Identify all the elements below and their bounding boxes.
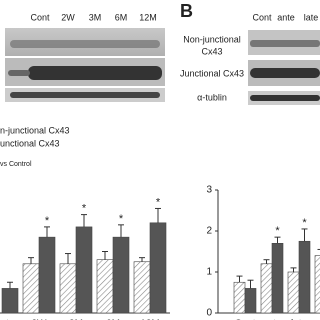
bar: [75, 226, 93, 314]
y-tick-label: 3: [206, 185, 212, 196]
left-blots: Cont 2W 3M 6M 12M: [5, 12, 165, 102]
bar: [133, 261, 151, 314]
significance-mark: *: [275, 225, 280, 237]
significance-mark: *: [45, 215, 50, 227]
footnote: vs Control: [0, 161, 32, 168]
legend-label: n-junctional Cx43: [0, 125, 70, 135]
bar: [287, 271, 300, 314]
bar: [233, 281, 246, 314]
x-tick-label: ante: [262, 319, 282, 320]
lane-label: Cont: [252, 12, 272, 22]
significance-mark: *: [156, 196, 161, 208]
blot-band: [250, 95, 320, 101]
y-tick-label: 2: [206, 226, 212, 237]
x-tick-label: ont: [0, 319, 9, 320]
blot-band: [250, 68, 320, 78]
x-tick-label: Cont: [234, 319, 255, 320]
blot-band: [8, 70, 30, 76]
x-tick-label: 2W: [32, 319, 48, 320]
bar: [260, 263, 273, 314]
x-tick-label: 3M: [69, 319, 83, 320]
blot-band: [10, 92, 160, 98]
lane-label: ante: [277, 12, 295, 22]
blot-band: [28, 66, 162, 80]
bar: [22, 263, 40, 314]
blot-band: [10, 40, 160, 48]
bar: [298, 240, 311, 314]
bar: [244, 288, 257, 314]
bar: [149, 222, 167, 314]
legend-label: unctional Cx43: [0, 138, 60, 148]
lane-label: 2W: [61, 12, 75, 22]
x-tick-label: pos: [318, 319, 320, 320]
bar: [96, 259, 114, 314]
bar: [38, 236, 56, 314]
bar: [59, 263, 77, 314]
bar: [314, 255, 320, 314]
row-label: Junctional Cx43: [180, 68, 244, 78]
lane-label: Cont: [30, 12, 50, 22]
blot-band: [250, 40, 320, 47]
right-blots: B Cont ante late Non-junctional Cx43 Jun…: [180, 1, 320, 105]
x-tick-label: 12M: [140, 319, 159, 320]
panel-label: B: [180, 1, 193, 21]
significance-mark: *: [302, 217, 307, 229]
lane-label: late: [304, 12, 319, 22]
bar: [271, 243, 284, 314]
y-tick-label: 0: [206, 308, 212, 319]
row-label: α-tublin: [197, 92, 227, 102]
significance-mark: *: [82, 203, 87, 215]
x-tick-label: late: [291, 319, 308, 320]
lane-label: 6M: [115, 12, 128, 22]
row-label: Cx43: [201, 46, 222, 56]
lane-label: 3M: [89, 12, 102, 22]
bar: [112, 236, 130, 314]
bar: [1, 288, 19, 314]
lane-label: 12M: [139, 12, 157, 22]
x-tick-label: 6M: [106, 319, 120, 320]
significance-mark: *: [119, 213, 124, 225]
y-tick-label: 1: [206, 267, 212, 278]
row-label: Non-junctional: [183, 34, 241, 44]
